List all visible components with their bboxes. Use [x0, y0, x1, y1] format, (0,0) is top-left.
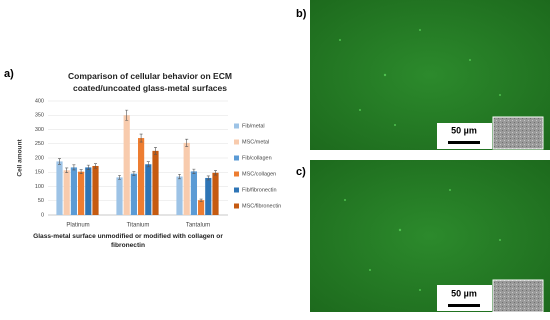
legend-swatch — [234, 171, 239, 177]
error-bar — [132, 171, 136, 176]
bar — [85, 167, 92, 215]
legend-label: MSC/fibronectin — [242, 203, 281, 209]
legend-swatch — [234, 155, 239, 161]
scale-bar-box — [437, 123, 492, 149]
bar — [92, 165, 99, 215]
bar — [190, 171, 197, 215]
y-tick-label: 200 — [35, 155, 44, 161]
bar — [212, 172, 219, 215]
x-tick-label: Tantalum — [186, 223, 210, 229]
legend-swatch — [234, 139, 239, 145]
bar — [145, 164, 152, 215]
bar — [63, 170, 70, 215]
error-bar — [94, 163, 97, 169]
legend-label: MSC/collagen — [242, 171, 276, 177]
bar — [78, 171, 85, 215]
error-bar — [206, 175, 210, 181]
error-bar — [139, 133, 143, 143]
x-axis-label: Glass-metal surface unmodified or modifi… — [33, 233, 223, 249]
error-bar — [178, 173, 181, 180]
legend-swatch — [234, 203, 239, 209]
error-bar — [58, 158, 61, 165]
y-tick-label: 300 — [35, 127, 44, 133]
bar — [152, 150, 159, 215]
y-tick-label: 50 — [38, 198, 44, 204]
error-bar — [125, 109, 129, 121]
legend-label: Fib/metal — [242, 123, 265, 129]
legend-label: MSC/metal — [242, 139, 269, 145]
bar — [198, 200, 205, 215]
bar — [70, 167, 77, 215]
y-tick-label: 100 — [35, 184, 44, 190]
y-axis-label: Cell amount — [17, 139, 24, 177]
error-bar — [214, 170, 217, 176]
scale-bar — [448, 304, 480, 307]
error-bar — [118, 175, 121, 180]
y-tick-label: 150 — [35, 170, 44, 176]
error-bar — [185, 138, 189, 147]
scale-bar-label: 50 µm — [451, 125, 477, 135]
scale-bar — [448, 141, 480, 144]
y-tick-label: 350 — [35, 113, 44, 119]
error-bar — [79, 169, 83, 174]
error-bar — [199, 198, 203, 202]
scale-bar-label: 50 µm — [451, 288, 477, 298]
error-bar — [192, 168, 196, 174]
error-bar — [72, 164, 76, 171]
y-tick-label: 250 — [35, 141, 44, 147]
bar — [183, 142, 190, 215]
x-tick-label: Platinum — [66, 223, 89, 229]
chart-title: Comparison of cellular behavior on ECM c… — [68, 71, 232, 93]
bar — [116, 177, 123, 215]
inset — [492, 116, 544, 150]
legend-swatch — [234, 187, 239, 193]
panel-label: a) — [4, 68, 14, 80]
panel-label: b) — [296, 8, 307, 20]
error-bar — [146, 161, 150, 168]
error-bar — [86, 164, 90, 170]
error-bar — [154, 147, 157, 155]
bar — [123, 115, 130, 215]
error-bar — [65, 167, 69, 173]
bar — [56, 161, 63, 215]
legend-label: Fib/fibronectin — [242, 187, 277, 193]
bar — [138, 138, 145, 215]
y-tick-label: 400 — [35, 98, 44, 104]
panel-label: c) — [296, 166, 306, 178]
legend-label: Fib/collagen — [242, 155, 272, 161]
inset — [492, 279, 544, 313]
y-tick-label: 0 — [41, 212, 44, 218]
bar — [205, 177, 212, 215]
legend-swatch — [234, 123, 239, 129]
cell-dots — [339, 29, 501, 291]
x-tick-label: Titanium — [127, 223, 150, 229]
bar — [130, 173, 137, 215]
bar — [176, 176, 183, 215]
